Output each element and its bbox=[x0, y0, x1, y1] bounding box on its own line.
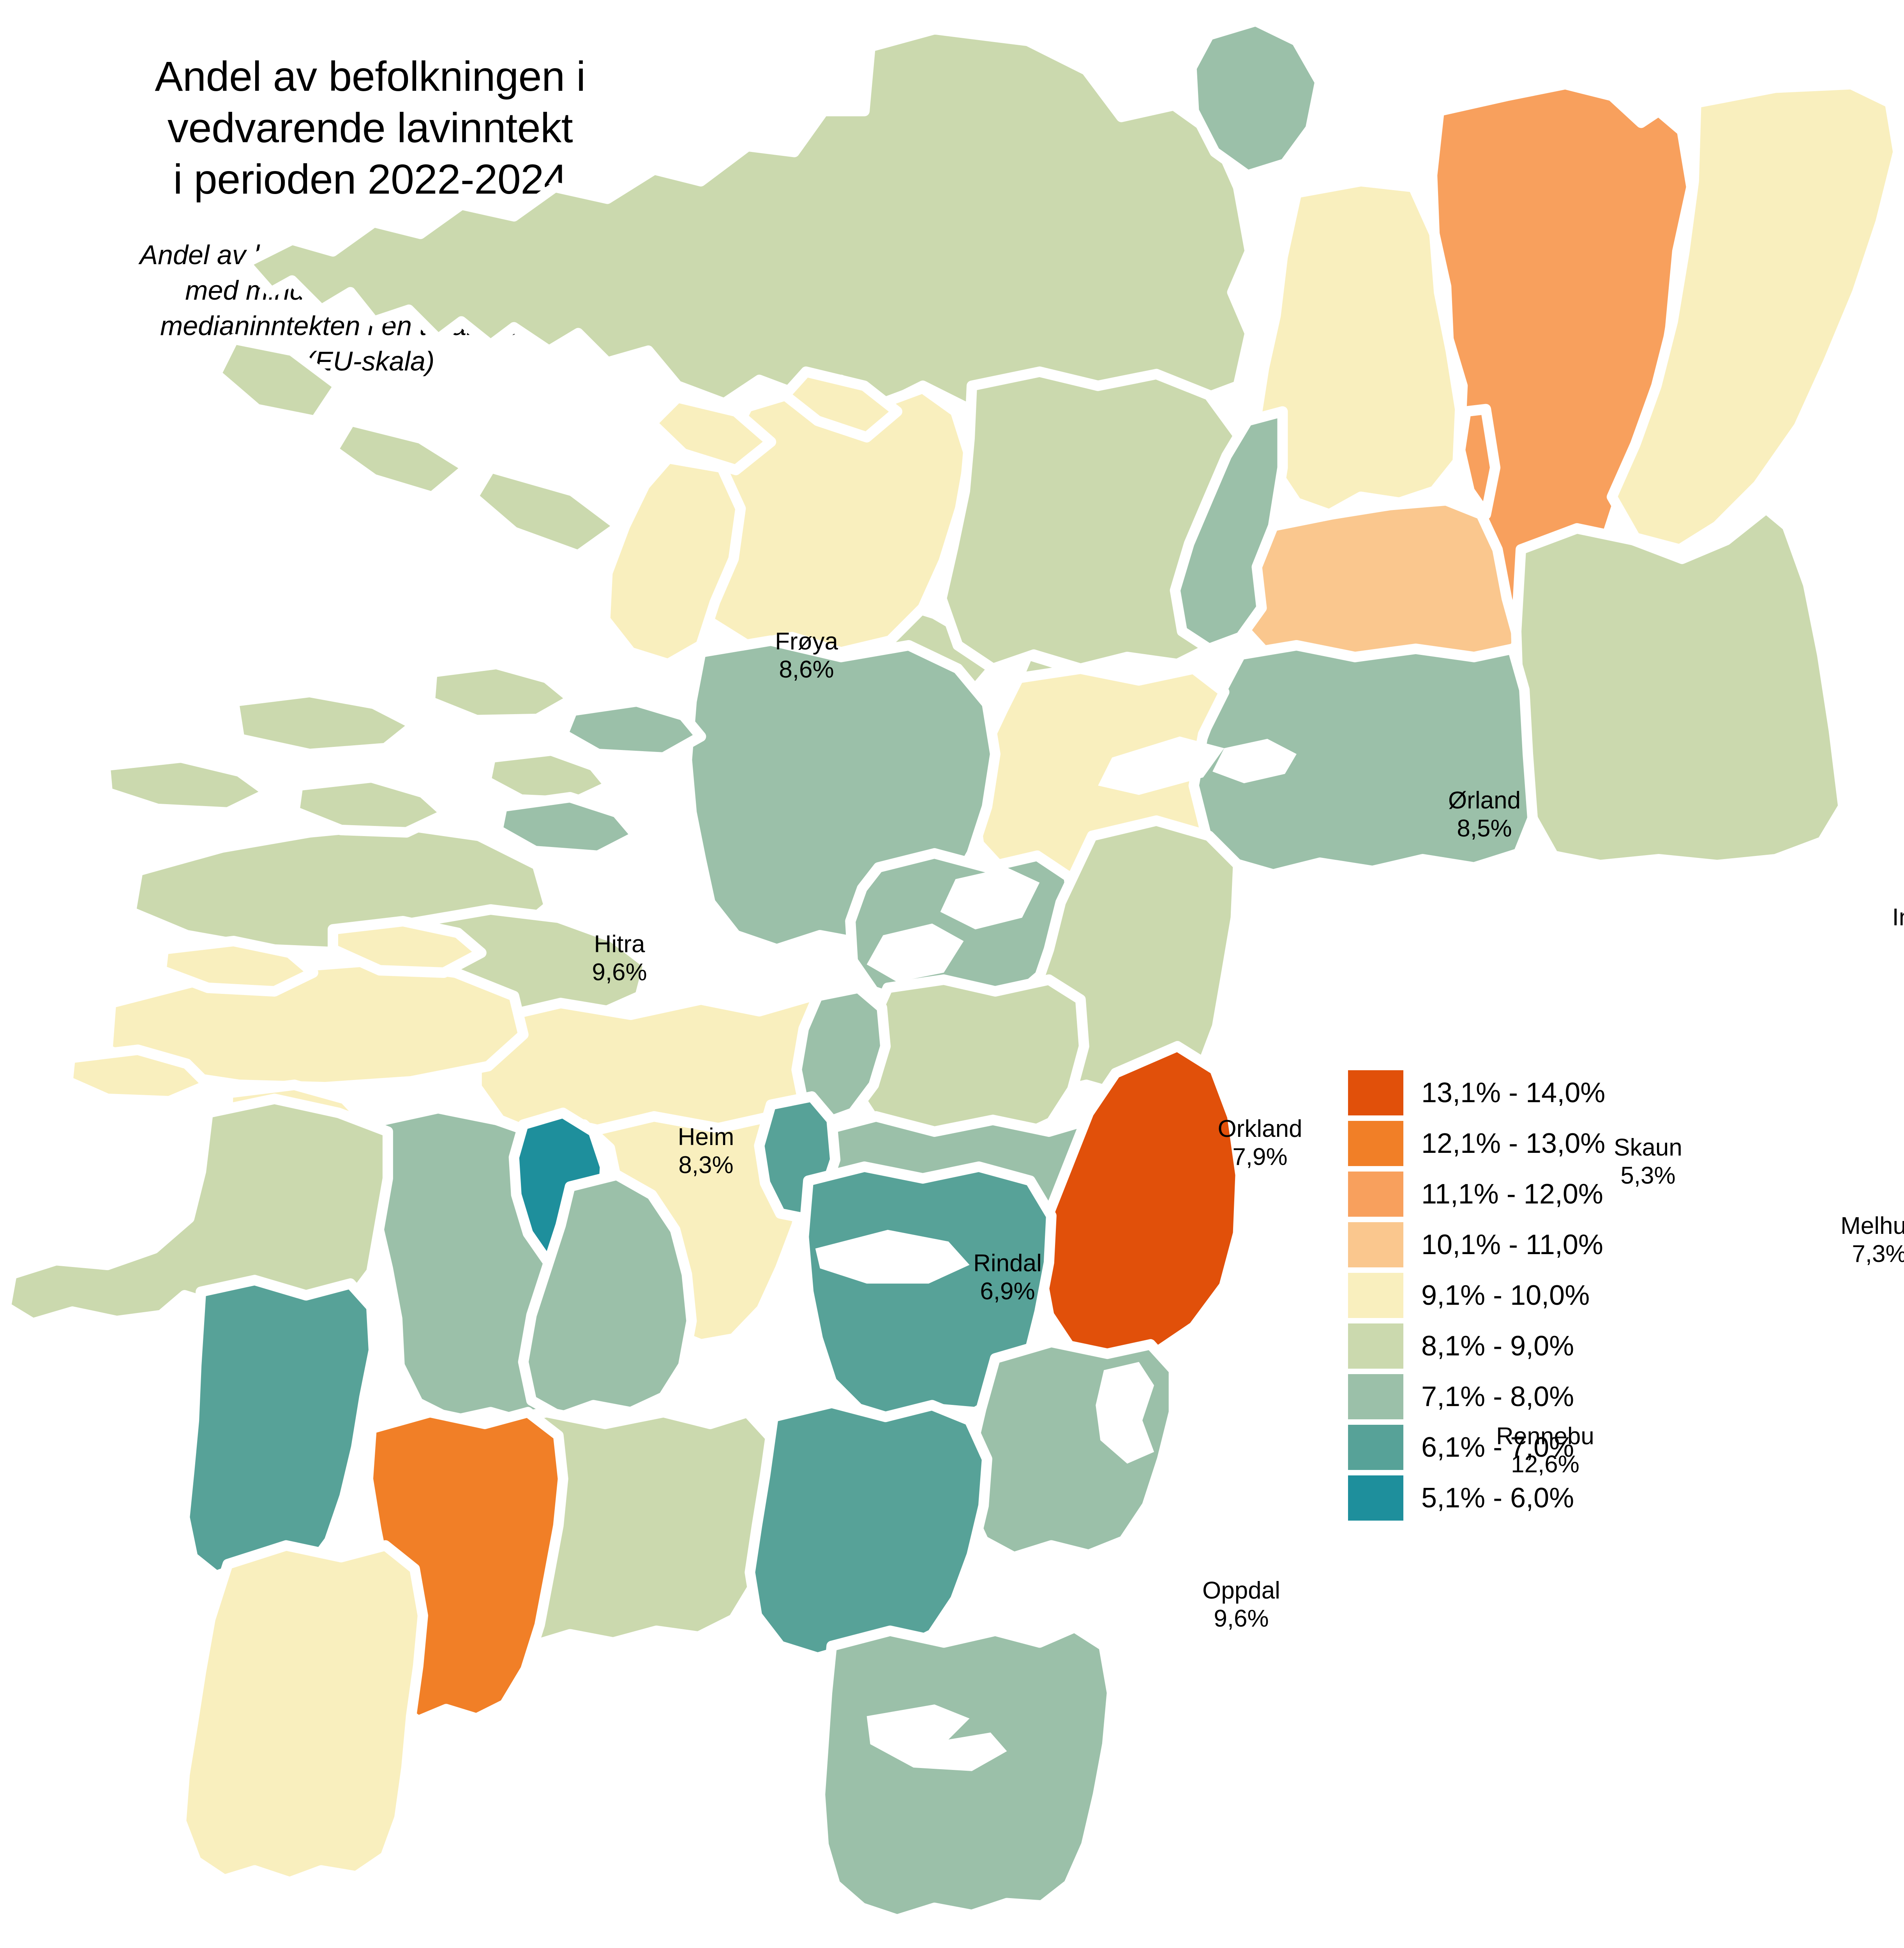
region-holtalen[interactable] bbox=[745, 1397, 992, 1663]
legend-label: 13,1% - 14,0% bbox=[1421, 1077, 1606, 1108]
legend-label: 6,1% - 7,0% bbox=[1421, 1432, 1574, 1463]
legend-row[interactable]: 9,1% - 10,0% bbox=[1348, 1270, 1605, 1321]
legend-row[interactable]: 5,1% - 6,0% bbox=[1348, 1473, 1605, 1523]
tydal-lake bbox=[1096, 1362, 1154, 1464]
roros-lake bbox=[866, 1704, 1007, 1771]
legend-label: 12,1% - 13,0% bbox=[1421, 1128, 1606, 1159]
page-title: Andel av befolkningen i vedvarende lavin… bbox=[155, 53, 586, 203]
region-rindal[interactable] bbox=[179, 1275, 379, 1586]
region-naroysund[interactable] bbox=[240, 24, 1255, 420]
region-lierne[interactable] bbox=[1511, 503, 1849, 870]
legend-swatch bbox=[1348, 1374, 1403, 1419]
inderoy-fjord bbox=[866, 867, 1040, 982]
region-sliver bbox=[1455, 404, 1501, 520]
legend-row[interactable]: 12,1% - 13,0% bbox=[1348, 1118, 1605, 1169]
legend-swatch bbox=[1348, 1475, 1403, 1521]
region-osen[interactable] bbox=[600, 453, 746, 669]
legend-swatch bbox=[1348, 1273, 1403, 1318]
legend-label: 8,1% - 9,0% bbox=[1421, 1330, 1574, 1362]
region-heim[interactable] bbox=[0, 1094, 393, 1329]
legend: 13,1% - 14,0% 12,1% - 13,0% 11,1% - 12,0% 1… bbox=[1348, 1068, 1605, 1523]
legend-swatch bbox=[1348, 1323, 1403, 1369]
legend-label: 7,1% - 8,0% bbox=[1421, 1381, 1574, 1412]
region-afjord-isles[interactable] bbox=[492, 696, 706, 861]
region-froya-isles[interactable] bbox=[100, 658, 615, 838]
legend-row[interactable]: 13,1% - 14,0% bbox=[1348, 1068, 1605, 1118]
region-roros[interactable] bbox=[815, 1622, 1117, 1925]
legend-row[interactable]: 10,1% - 11,0% bbox=[1348, 1219, 1605, 1270]
legend-swatch bbox=[1348, 1222, 1403, 1267]
legend-swatch bbox=[1348, 1172, 1403, 1217]
legend-label: 11,1% - 12,0% bbox=[1421, 1179, 1603, 1210]
region-leka[interactable] bbox=[1186, 16, 1325, 181]
legend-row[interactable]: 8,1% - 9,0% bbox=[1348, 1321, 1605, 1371]
snasa-lake bbox=[1212, 739, 1297, 783]
legend-swatch bbox=[1348, 1121, 1403, 1166]
selbu-lake bbox=[815, 1230, 970, 1284]
region-overhalla[interactable] bbox=[1170, 406, 1288, 654]
region-frosta[interactable] bbox=[791, 982, 891, 1128]
regions-layer bbox=[0, 16, 1904, 1925]
legend-swatch bbox=[1348, 1425, 1403, 1470]
legend-label: 5,1% - 6,0% bbox=[1421, 1482, 1574, 1514]
legend-row[interactable]: 7,1% - 8,0% bbox=[1348, 1371, 1605, 1422]
legend-row[interactable]: 11,1% - 12,0% bbox=[1348, 1169, 1605, 1219]
region-hitra-isles[interactable] bbox=[62, 916, 487, 1142]
legend-row[interactable]: 6,1% - 7,0% bbox=[1348, 1422, 1605, 1473]
legend-swatch bbox=[1348, 1070, 1403, 1115]
legend-label: 9,1% - 10,0% bbox=[1421, 1280, 1590, 1311]
region-royrvik[interactable] bbox=[1606, 79, 1904, 555]
region-flatanger-isles[interactable] bbox=[646, 366, 903, 475]
legend-label: 10,1% - 11,0% bbox=[1421, 1229, 1603, 1260]
steinkjer-fjord bbox=[1098, 736, 1225, 795]
region-oppdal[interactable] bbox=[176, 1540, 428, 1888]
region-melhus[interactable] bbox=[518, 1170, 697, 1422]
